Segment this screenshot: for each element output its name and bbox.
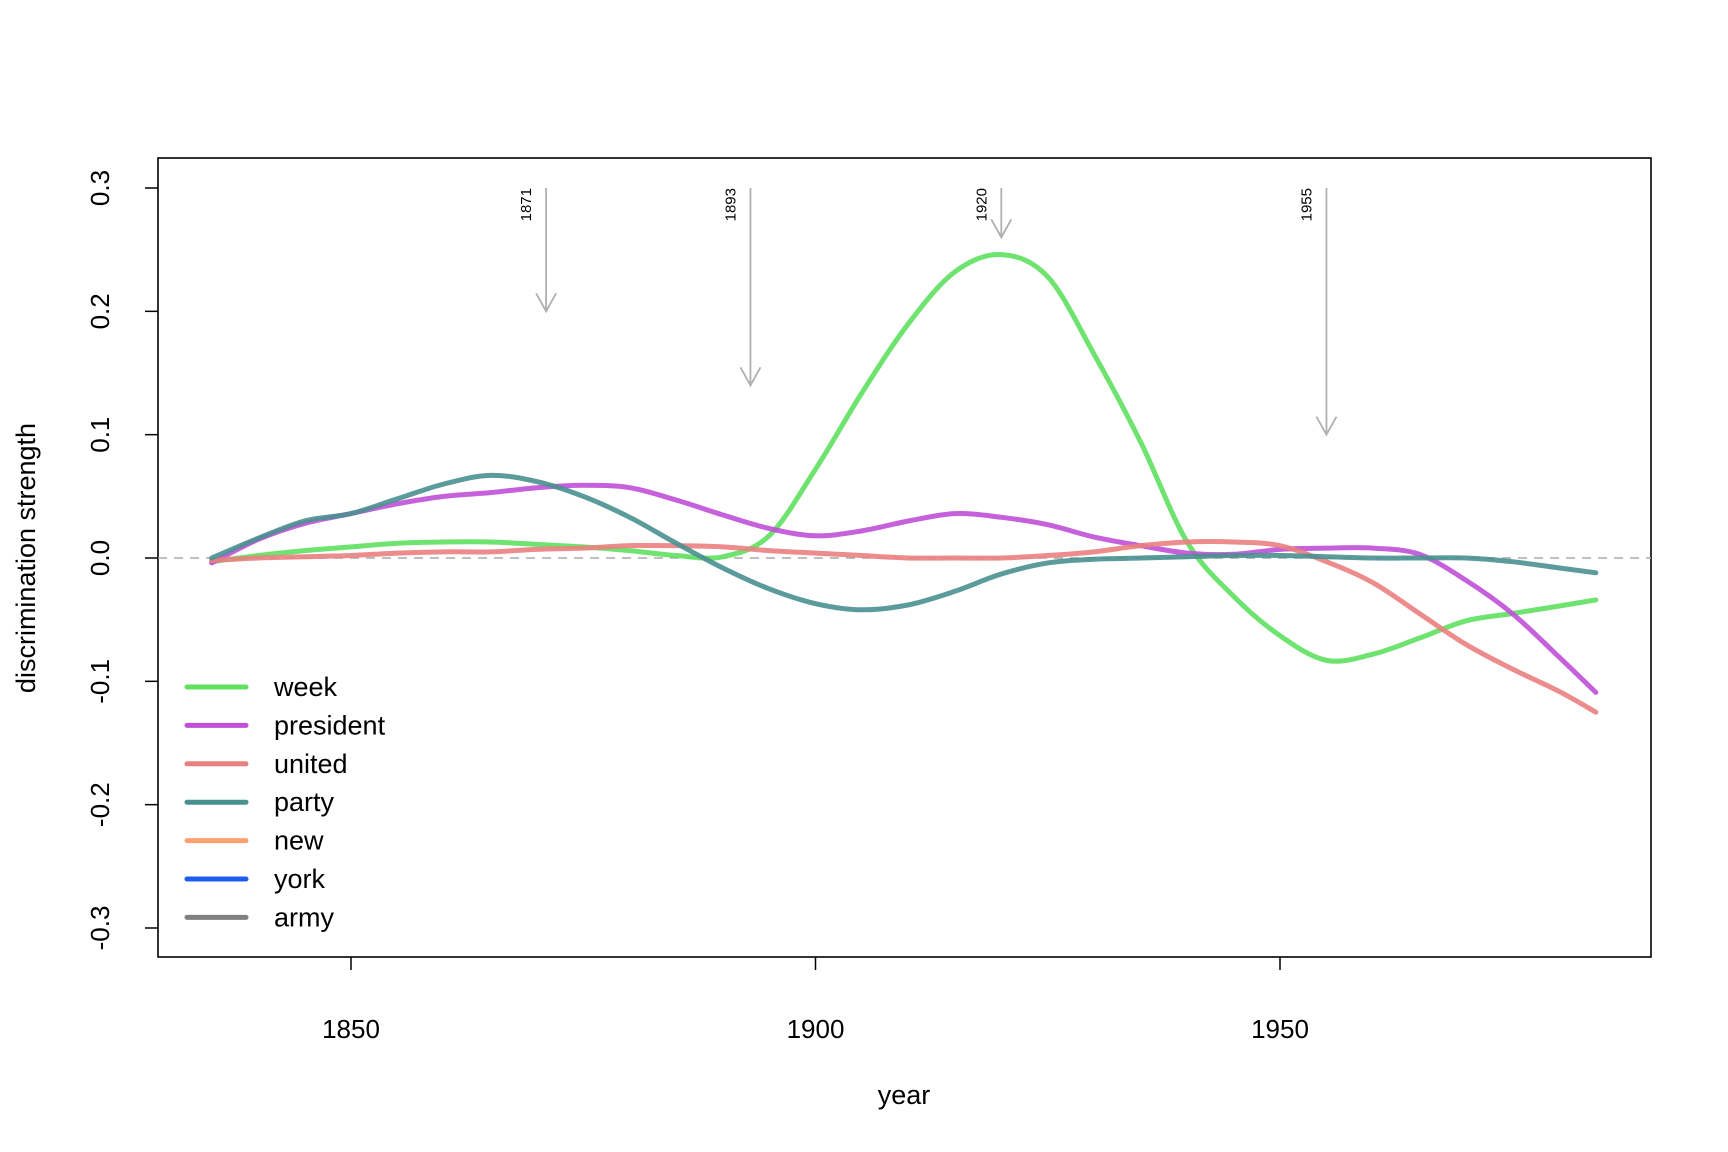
arrow-head-icon <box>739 366 762 388</box>
x-tick-label: 1950 <box>1251 1014 1309 1044</box>
y-tick-label: 0.1 <box>85 417 115 453</box>
y-tick-label: -0.1 <box>85 659 115 704</box>
series-line-united <box>209 539 1599 715</box>
arrow-head-icon <box>1315 416 1338 437</box>
legend-label-york: york <box>274 864 326 894</box>
legend-label-party: party <box>274 787 335 817</box>
series-lines <box>209 252 1599 715</box>
annotations: 1871 1893 1920 1955 <box>518 188 1338 437</box>
x-axis-label: year <box>878 1080 931 1110</box>
annotation-label: 1871 <box>518 188 535 221</box>
series-line-week <box>209 252 1599 664</box>
x-tick-label: 1850 <box>322 1014 380 1044</box>
y-axis-label: discrimination strength <box>11 423 41 693</box>
annotation-label: 1893 <box>722 188 739 221</box>
annotation-label: 1955 <box>1298 188 1315 221</box>
x-axis: 1850 1900 1950 <box>322 957 1309 1044</box>
legend-label-new: new <box>274 826 324 856</box>
y-tick-label: 0.3 <box>85 170 115 206</box>
annotation-label: 1920 <box>973 188 990 221</box>
y-tick-label: 0.0 <box>85 540 115 576</box>
y-tick-label: -0.2 <box>85 782 115 827</box>
legend-label-week: week <box>273 672 338 702</box>
y-tick-label: -0.3 <box>85 906 115 951</box>
y-axis: -0.3 -0.2 -0.1 0.0 0.1 0.2 0.3 <box>85 170 158 950</box>
legend: week president united party new york army <box>184 672 386 932</box>
legend-label-army: army <box>274 902 334 932</box>
arrow-head-icon <box>990 218 1013 240</box>
y-tick-label: 0.2 <box>85 293 115 329</box>
series-line-party <box>209 472 1599 613</box>
legend-label-united: united <box>274 749 348 779</box>
legend-label-president: president <box>274 710 386 740</box>
series-line-president <box>209 482 1599 695</box>
arrow-head-icon <box>535 292 557 314</box>
x-tick-label: 1900 <box>787 1014 845 1044</box>
